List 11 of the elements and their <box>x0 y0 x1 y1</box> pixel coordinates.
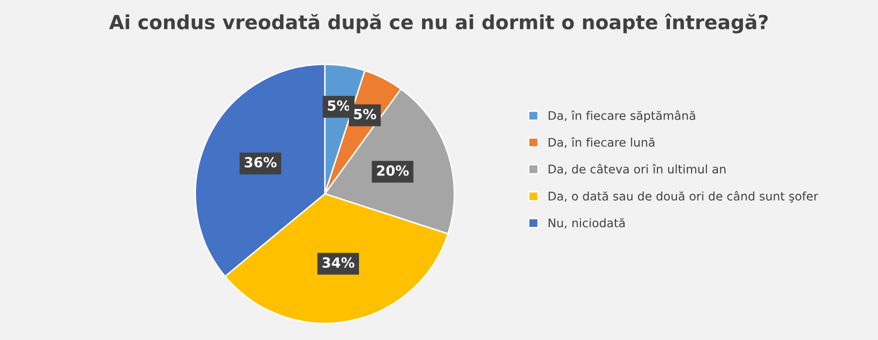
legend-label: Da, în fiecare săptămână <box>548 110 696 122</box>
legend-label: Da, în fiecare lună <box>548 137 654 148</box>
legend-label: Nu, niciodată <box>548 218 625 229</box>
legend-label: Da, o dată sau de două ori de când sunt şofer <box>548 190 818 203</box>
data-label: 5% <box>354 108 376 120</box>
legend-label: Da, de câteva ori în ultimul an <box>548 164 726 175</box>
data-label: 20% <box>377 165 409 176</box>
data-label: 5% <box>328 100 350 111</box>
chart-title: Ai condus vreodată după ce nu ai dormit o noapte întreagă? <box>109 14 768 34</box>
data-label: 36% <box>244 156 277 168</box>
data-label: 34% <box>322 257 354 268</box>
